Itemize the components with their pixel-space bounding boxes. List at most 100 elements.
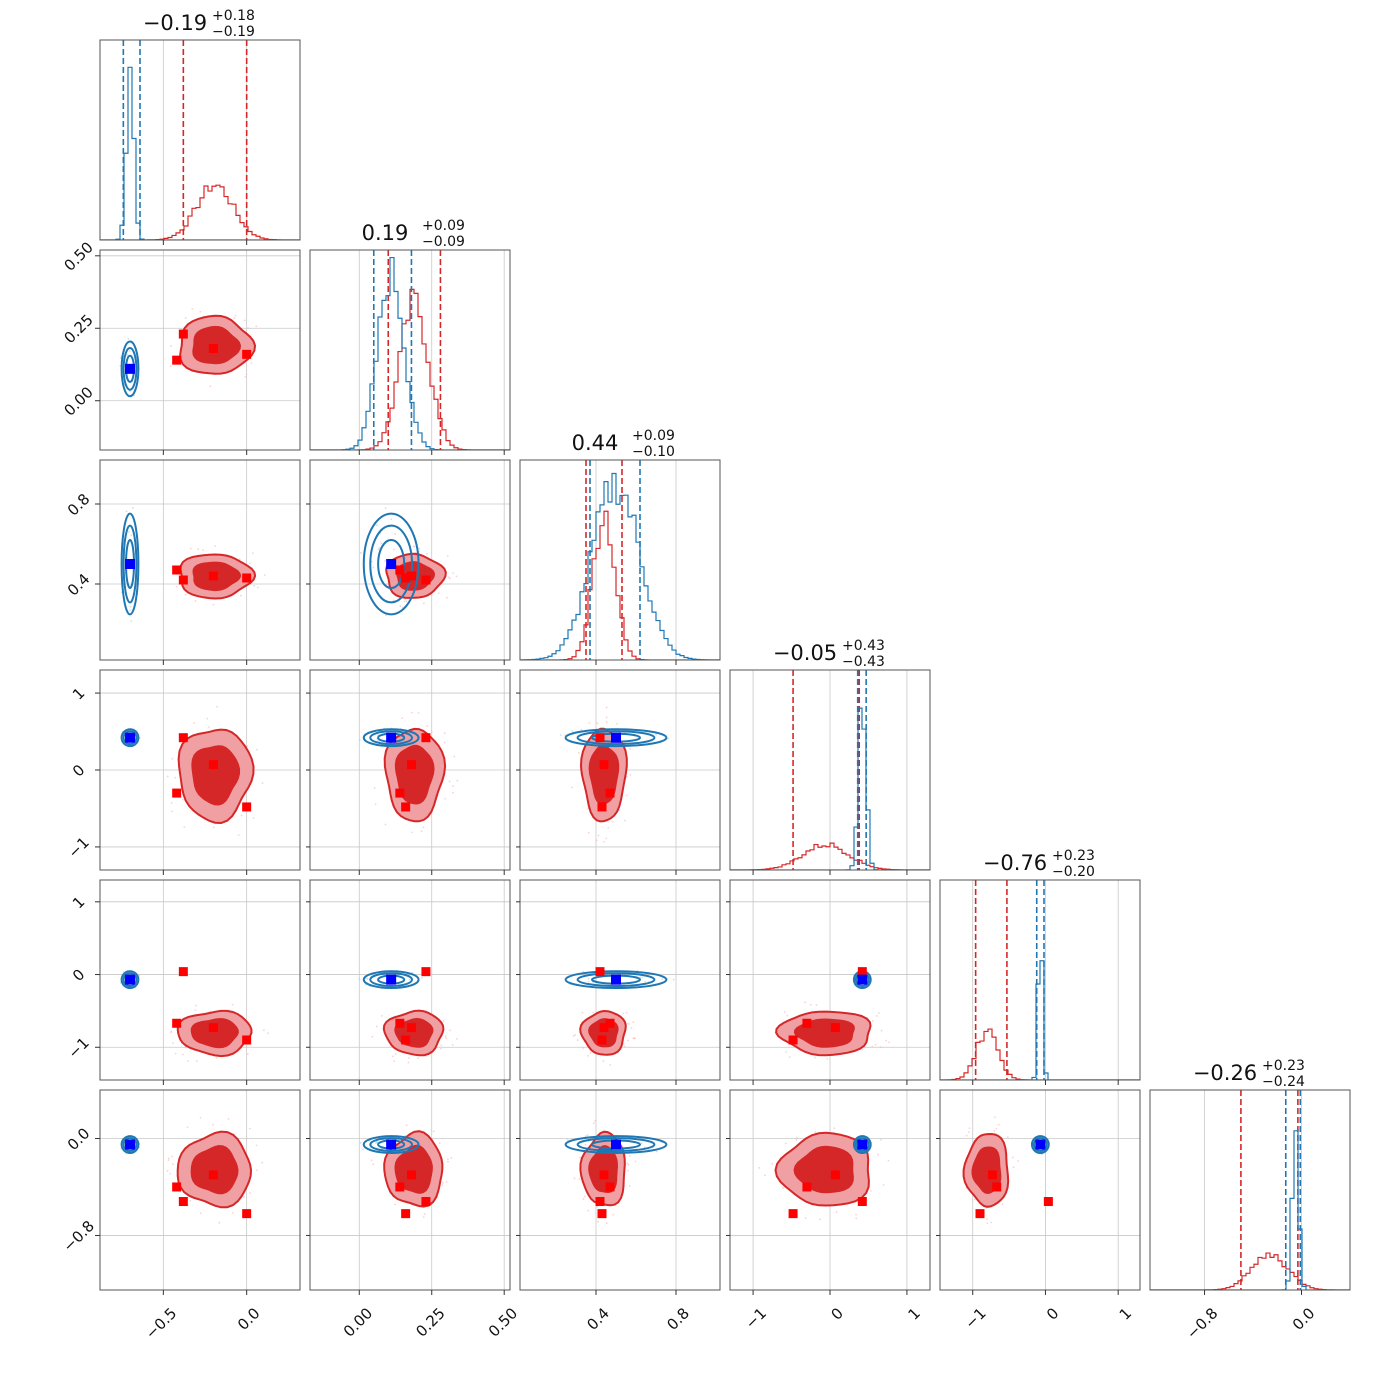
truth-marker-a: [172, 1182, 182, 1192]
sample-point-a: [818, 1218, 821, 1221]
panel-title-sub: −0.24: [1262, 1074, 1305, 1090]
sample-point-a: [170, 802, 173, 804]
sample-point-a: [624, 819, 626, 822]
panel-content: [940, 1090, 1140, 1290]
sample-point-a: [452, 785, 455, 787]
sample-point-a: [174, 1052, 177, 1055]
sample-point-a: [404, 598, 407, 601]
sample-point-a: [814, 1056, 817, 1059]
sample-point-b: [421, 976, 423, 979]
truth-marker-a: [406, 1023, 416, 1033]
panel-content: [310, 460, 510, 660]
sample-point-a: [783, 1010, 786, 1013]
truth-marker-a: [406, 760, 416, 770]
sample-point-a: [574, 1033, 577, 1036]
sample-point-a: [587, 1209, 590, 1212]
sample-point-a: [449, 1029, 452, 1032]
contour-b-1: [369, 972, 414, 988]
sample-point-a: [622, 1042, 625, 1045]
truth-marker-a: [242, 349, 252, 359]
sample-point-a: [438, 1142, 441, 1145]
truth-marker-a: [178, 329, 188, 339]
panel-4-3: [726, 879, 931, 1085]
truth-marker-a: [395, 1018, 405, 1028]
truth-marker-a: [595, 967, 605, 977]
truth-marker-a: [597, 1209, 607, 1219]
sample-point-a: [410, 831, 413, 834]
tick-label-x: 0.50: [485, 1304, 521, 1340]
panel-content: [520, 880, 720, 1080]
sample-point-a: [448, 780, 451, 783]
panel-3-2: [516, 669, 721, 875]
sample-point-a: [170, 345, 173, 347]
sample-point-a: [392, 599, 395, 602]
sample-point-a: [577, 752, 580, 754]
sample-point-a: [170, 810, 173, 813]
sample-point-a: [589, 1051, 592, 1054]
sample-point-a: [586, 1134, 589, 1137]
sample-point-a: [257, 586, 259, 589]
contour-a-inner: [190, 1144, 239, 1195]
sample-point-b: [366, 977, 369, 980]
tick-label-x: 0.25: [412, 1304, 448, 1340]
sample-point-a: [625, 1011, 628, 1014]
sample-point-a: [633, 1037, 636, 1040]
sample-point-a: [250, 362, 253, 364]
truth-marker-b: [386, 732, 397, 743]
sample-point-b: [639, 976, 642, 979]
sample-point-a: [587, 1054, 590, 1057]
sample-point-a: [432, 1130, 435, 1133]
tick-label-x: 0: [1043, 1304, 1062, 1323]
sample-point-a: [997, 1123, 1000, 1126]
sample-point-a: [262, 1029, 265, 1032]
sample-point-a: [202, 549, 205, 552]
sample-point-a: [581, 1011, 584, 1014]
sample-point-b: [360, 552, 362, 554]
panel-5-2: 0.4 0.8: [516, 1089, 721, 1334]
sample-point-a: [381, 1015, 383, 1017]
panel-frame: [99, 39, 301, 241]
sample-point-b: [566, 1138, 569, 1141]
sample-point-b: [641, 976, 644, 979]
sample-point-a: [199, 310, 202, 313]
sample-point-a: [384, 823, 387, 826]
panel-0-0: −0.19 +0.18−0.19: [99, 8, 301, 245]
panel-content: [310, 670, 510, 870]
sample-point-b: [130, 620, 133, 622]
sample-point-a: [622, 1012, 625, 1015]
tick-label-y: 1: [69, 684, 88, 703]
truth-marker-a: [242, 1209, 252, 1219]
panel-title-sub: −0.20: [1052, 864, 1095, 880]
panel-5-5: −0.26 +0.23−0.24 −0.8 0.0: [1149, 1058, 1351, 1343]
truth-marker-a: [421, 1197, 431, 1207]
histogram-b: [100, 66, 300, 240]
sample-point-a: [605, 1222, 608, 1225]
tick-label-x: −0.8: [1183, 1304, 1221, 1342]
sample-point-b: [128, 350, 131, 353]
sample-point-a: [187, 1060, 189, 1062]
sample-point-a: [420, 830, 423, 833]
truth-marker-a: [605, 1018, 615, 1028]
panel-title-sub: −0.10: [632, 444, 675, 460]
truth-marker-a: [395, 1182, 405, 1192]
truth-marker-a: [975, 1209, 985, 1219]
sample-point-a: [423, 1213, 426, 1216]
sample-point-a: [855, 1213, 857, 1216]
panel-title: −0.19: [143, 11, 207, 35]
sample-point-b: [378, 546, 381, 549]
sample-point-a: [249, 1192, 252, 1195]
sample-point-a: [572, 1035, 575, 1037]
contour-b-1: [369, 524, 414, 604]
contour-b-1: [854, 1137, 870, 1152]
sample-point-a: [882, 1183, 885, 1186]
sample-point-a: [625, 794, 628, 797]
sample-point-a: [405, 1124, 408, 1127]
tick-label-y: 0.0: [64, 1124, 94, 1154]
tick-label-x: −1: [742, 1304, 770, 1332]
truth-marker-a: [178, 1197, 188, 1207]
sample-point-a: [445, 1180, 448, 1183]
sample-point-a: [195, 1060, 198, 1063]
sample-point-a: [189, 1199, 192, 1202]
sample-point-a: [875, 1015, 878, 1017]
panel-frame: [939, 879, 1141, 1081]
